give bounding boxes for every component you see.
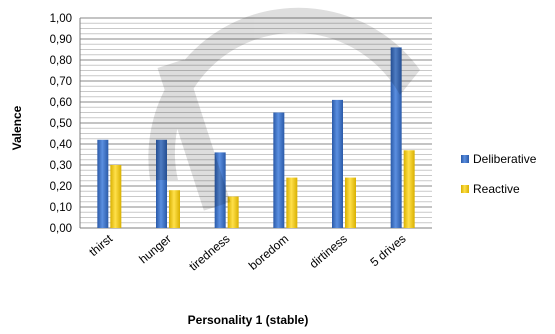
legend-label-reactive: Reactive: [473, 182, 520, 196]
bar-deliberative-dirtiness: [332, 99, 343, 229]
x-tick-label: 5 drives: [367, 232, 408, 270]
y-tick-label: 0,90: [50, 34, 72, 46]
y-tick-label: 0,40: [50, 139, 72, 151]
x-tick-label: dirtiness: [307, 232, 350, 271]
y-tick-label: 0,60: [50, 97, 72, 109]
bar-reactive-tiredness: [227, 196, 239, 228]
y-tick-label: 0,50: [50, 118, 72, 130]
bar-reactive-boredom: [286, 177, 298, 228]
y-tick-label: 1,00: [50, 13, 72, 25]
x-axis-label: Personality 1 (stable): [188, 313, 309, 327]
bar-deliberative-boredom: [273, 112, 285, 228]
bar-reactive-hunger: [169, 190, 180, 228]
y-axis-label: Valence: [10, 105, 24, 150]
x-tick-label: boredom: [246, 232, 291, 273]
bar-deliberative-tiredness: [214, 152, 226, 228]
y-tick-label: 0,30: [50, 160, 72, 172]
legend-label-deliberative: Deliberative: [473, 152, 537, 166]
x-tick-label: thirst: [86, 231, 115, 259]
bar-deliberative-hunger: [156, 139, 167, 228]
y-tick-label: 0,20: [50, 181, 72, 193]
x-tick-labels: thirst hunger tiredness boredom dirtiness 5 d…: [86, 231, 408, 273]
legend-swatch-deliberative: [461, 155, 469, 163]
gridlines: [80, 17, 432, 229]
y-tick-label: 0,70: [50, 76, 72, 88]
legend: Deliberative Reactive: [461, 152, 537, 196]
axes: [79, 18, 432, 229]
bar-deliberative-5-drives: [390, 47, 402, 229]
bar-deliberative-thirst: [97, 139, 109, 228]
y-tick-labels: 0,00 0,10 0,20 0,30 0,40 0,50 0,60 0,70 0,80 0,90…: [50, 13, 72, 235]
y-tick-label: 0,80: [50, 55, 72, 67]
bar-reactive-5-drives: [403, 150, 415, 228]
legend-swatch-reactive: [461, 185, 469, 193]
bar-reactive-dirtiness: [345, 177, 356, 228]
x-tick-label: tiredness: [186, 232, 232, 274]
bar-reactive-thirst: [110, 165, 122, 228]
y-tick-label: 0,00: [50, 223, 72, 235]
bars: [97, 47, 415, 229]
x-tick-label: hunger: [136, 232, 174, 267]
y-tick-label: 0,10: [50, 202, 72, 214]
